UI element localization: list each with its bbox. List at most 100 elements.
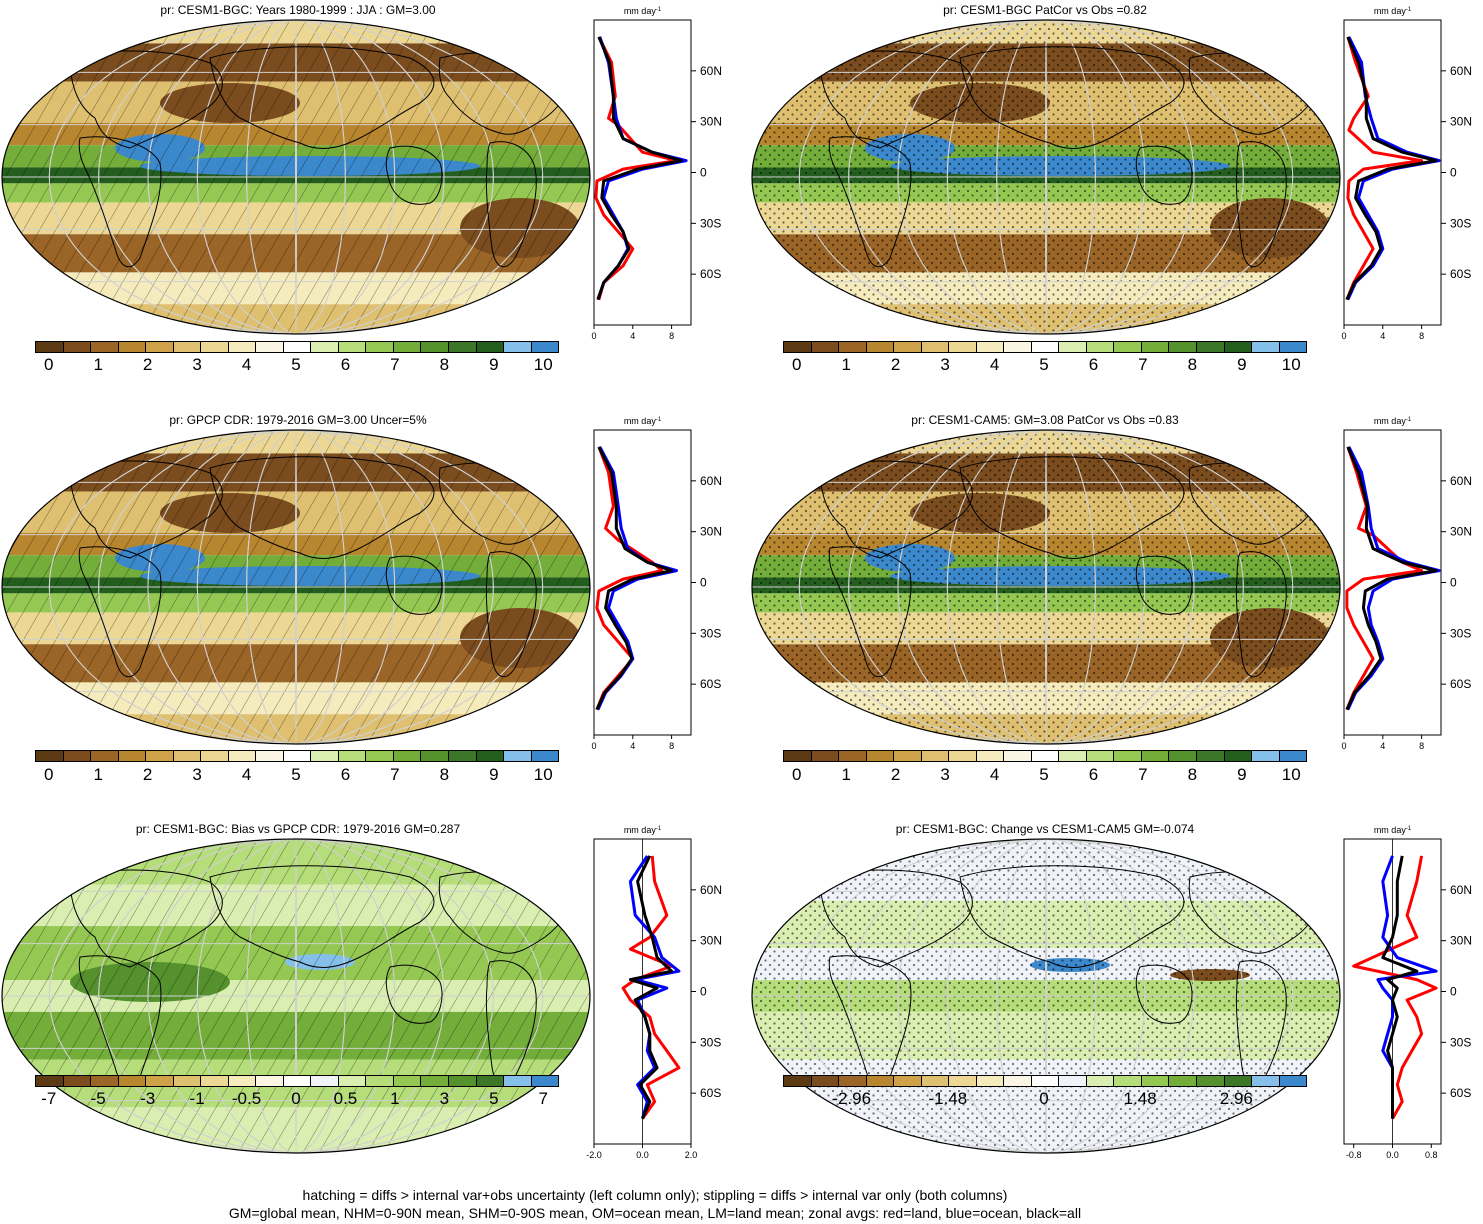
colorbar-swatch: [256, 342, 284, 352]
zonal-unit-label: mm day-1: [1374, 6, 1412, 16]
colorbar-label: 4: [241, 765, 252, 784]
colorbar-label: 10: [533, 355, 553, 374]
colorbar-swatch: [866, 1076, 895, 1086]
panel-title: pr: CESM1-CAM5: GM=3.08 PatCor vs Obs =0…: [911, 413, 1179, 427]
zonal-lat-label: 60S: [700, 677, 721, 691]
zonal-ocean-line: [1346, 36, 1441, 301]
colorbar-label: 9: [489, 765, 499, 784]
colorbar-swatch: [894, 342, 922, 352]
zonal-x-label: 0: [1341, 741, 1346, 751]
colorbar-label: -2.96: [832, 1089, 872, 1108]
colorbar-swatch: [1086, 342, 1115, 352]
colorbar-swatch: [1169, 342, 1197, 352]
colorbar-label: -7: [41, 1089, 57, 1108]
colorbar-label: 5: [1039, 355, 1049, 374]
colorbar-label: 3: [439, 1089, 450, 1108]
colorbar-label: 9: [1237, 765, 1247, 784]
colorbar-label: -3: [140, 1089, 156, 1108]
zonal-x-label: 4: [1380, 331, 1385, 341]
colorbar-swatch: [1059, 1076, 1087, 1086]
colorbar-label: 8: [1187, 355, 1198, 374]
zonal-lat-label: 0: [700, 985, 707, 999]
zonal-lat-label: 30N: [700, 934, 722, 948]
zonal-lat-label: 60N: [1450, 64, 1472, 78]
zonal-lat-label: 60N: [1450, 883, 1472, 897]
zonal-lat-label: 60S: [1450, 1086, 1471, 1100]
colorbar-swatch: [1114, 1076, 1142, 1086]
colorbar-swatch: [173, 342, 202, 352]
zonal-lat-label: 30N: [1450, 525, 1472, 539]
precip-map: [750, 428, 1342, 746]
colorbar-label: 7: [1138, 765, 1148, 784]
colorbar-label: 3: [192, 355, 202, 374]
colorbar-swatch: [63, 342, 92, 352]
zonal-lat-label: 60N: [700, 474, 722, 488]
colorbar-labels: 0 1 2 3 4 5 6 7 8 9 10: [35, 765, 557, 785]
zonal-x-label: -2.0: [586, 1150, 602, 1160]
zonal-lat-label: 60S: [700, 1086, 721, 1100]
colorbar-swatch: [1196, 751, 1225, 761]
zonal-unit-label: mm day-1: [624, 6, 662, 16]
colorbar-swatch: [1059, 751, 1087, 761]
colorbar-swatch: [256, 1076, 284, 1086]
zonal-lat-label: 60S: [1450, 677, 1471, 691]
colorbar-label: -1.48: [928, 1089, 968, 1108]
zonal-lat-label: 60N: [1450, 474, 1472, 488]
zonal-x-label: 2.0: [685, 1150, 698, 1160]
colorbar-swatch: [1252, 342, 1280, 352]
zonal-ocean-line: [1346, 446, 1441, 711]
colorbar-label: 10: [1281, 765, 1301, 784]
zonal-ocean-line: [1376, 855, 1438, 1119]
zonal-x-label: 0: [1341, 331, 1346, 341]
zonal-lat-label: 60S: [700, 267, 721, 281]
colorbar-swatch: [1004, 751, 1032, 761]
colorbar-label: 10: [533, 765, 553, 784]
colorbar-swatch: [146, 342, 174, 352]
zonal-lat-label: 30S: [700, 626, 721, 640]
zonal-lat-label: 30S: [700, 216, 721, 230]
colorbar-labels: 0 1 2 3 4 5 6 7 8 9 10: [783, 355, 1305, 375]
colorbar-label: 7: [538, 1089, 548, 1108]
precip-map: [0, 18, 592, 336]
zonal-x-label: 0.8: [1425, 1150, 1438, 1160]
zonal-lat-label: 0: [1450, 985, 1457, 999]
colorbar-swatch: [283, 1076, 312, 1086]
zonal-all-line: [595, 446, 674, 711]
colorbar-swatch: [1196, 1076, 1225, 1086]
colorbar-swatch: [1169, 751, 1197, 761]
zonal-unit-label: mm day-1: [1374, 825, 1412, 835]
colorbar-label: 6: [340, 355, 351, 374]
colorbar-swatch: [91, 751, 119, 761]
colorbar-label: 4: [989, 355, 1000, 374]
colorbar-label: -0.5: [231, 1089, 262, 1108]
colorbar-swatch: [921, 342, 950, 352]
colorbar-label: 0: [44, 355, 54, 374]
colorbar-swatch: [504, 342, 532, 352]
colorbar-swatch: [476, 751, 505, 761]
colorbar-swatch: [91, 342, 119, 352]
colorbar-swatch: [1141, 342, 1170, 352]
zonal-x-label: 4: [1380, 741, 1385, 751]
colorbar-label: 1.48: [1123, 1089, 1157, 1108]
zonal-unit-label: mm day-1: [624, 416, 662, 426]
colorbar: [783, 1075, 1307, 1087]
colorbar-swatch: [421, 1076, 449, 1086]
zonal-mean-plot: mm day-1 60N 30N 0 30S 60S 0 4 8: [1330, 6, 1480, 356]
zonal-x-label: 8: [669, 741, 674, 751]
zonal-all-line: [1381, 855, 1419, 1119]
colorbar-swatch: [393, 1076, 422, 1086]
colorbar-swatch: [118, 1076, 147, 1086]
colorbar-swatch: [1141, 1076, 1170, 1086]
colorbar-swatch: [283, 342, 312, 352]
colorbar-label: 0: [291, 1089, 301, 1108]
colorbar-swatch: [393, 342, 422, 352]
colorbar-swatch: [1224, 751, 1253, 761]
zonal-unit-label: mm day-1: [1374, 416, 1412, 426]
colorbar-swatch: [839, 342, 867, 352]
zonal-lat-label: 0: [1450, 166, 1457, 180]
colorbar-swatch: [1141, 751, 1170, 761]
colorbar-label: 2: [142, 765, 153, 784]
colorbar-swatch: [146, 751, 174, 761]
colorbar-swatch: [1224, 342, 1253, 352]
colorbar-label: 10: [1281, 355, 1301, 374]
